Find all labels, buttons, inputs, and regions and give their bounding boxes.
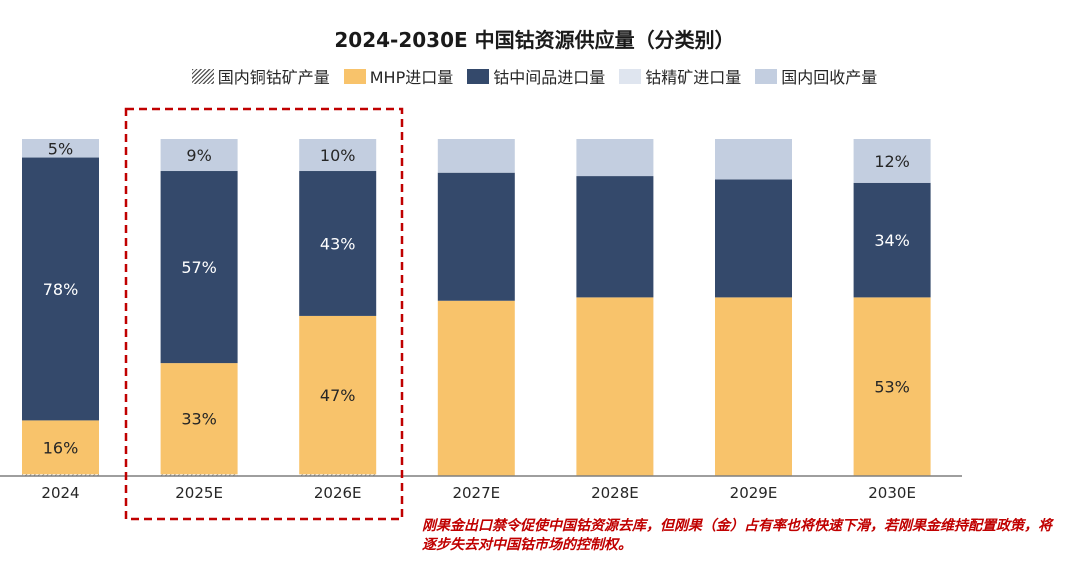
x-tick-label: 2028E <box>591 484 639 502</box>
legend: 国内铜钴矿产量 MHP进口量 钴中间品进口量 钴精矿进口量 国内回收产量 <box>0 64 1069 88</box>
highlight-box <box>124 107 404 521</box>
bar-segment <box>299 315 377 475</box>
legend-item-recycling: 国内回收产量 <box>755 64 877 88</box>
legend-item-mhp: MHP进口量 <box>343 64 454 88</box>
bar-segment <box>853 182 931 298</box>
data-label: 47% <box>320 386 356 405</box>
bar-segment <box>160 139 238 172</box>
x-tick-label: 2030E <box>868 484 916 502</box>
legend-swatch-domestic-mine <box>191 68 214 84</box>
bar-segment <box>437 172 515 301</box>
bar-segment <box>437 139 515 173</box>
x-axis-ticks: 2024 2025E 2026E 2027E 2028E 2029E 2030E <box>41 484 916 502</box>
x-tick-label: 2027E <box>452 484 500 502</box>
bar-segment <box>299 474 377 476</box>
legend-swatch-intermediate <box>467 68 490 84</box>
x-tick-label: 2026E <box>314 484 362 502</box>
data-label: 5% <box>48 139 73 158</box>
annotation-text: 刚果金出口禁令促使中国钴资源去库，但刚果（金）占有率也将快速下滑，若刚果金维持配… <box>422 518 1052 553</box>
legend-label: MHP进口量 <box>369 68 454 87</box>
chart-title: 2024-2030E 中国钴资源供应量（分类别） <box>334 28 735 52</box>
legend-swatch-mhp <box>343 68 366 84</box>
bar-segment <box>576 297 654 476</box>
legend-item-intermediate: 钴中间品进口量 <box>467 64 605 88</box>
bar-segment <box>22 474 99 476</box>
bar-segment <box>437 300 515 476</box>
bar-segment <box>160 474 238 476</box>
legend-item-domestic-mine: 国内铜钴矿产量 <box>191 64 330 88</box>
data-label: 10% <box>320 146 356 165</box>
bar-segment <box>160 171 238 364</box>
data-label: 53% <box>874 378 910 397</box>
bar-segment <box>160 363 238 475</box>
x-tick-label: 2024 <box>41 484 79 502</box>
bar-segment <box>22 157 99 421</box>
bar-segment <box>22 139 99 158</box>
legend-label: 国内回收产量 <box>781 68 878 87</box>
data-label: 78% <box>43 280 79 299</box>
bar-segment <box>299 139 377 172</box>
legend-swatch-recycling <box>755 68 778 84</box>
data-label: 33% <box>181 410 217 429</box>
bar-segment <box>715 297 792 476</box>
legend-label: 钴精矿进口量 <box>645 68 742 87</box>
legend-item-concentrate: 钴精矿进口量 <box>619 64 741 88</box>
data-label: 34% <box>874 231 910 250</box>
data-label: 16% <box>43 438 79 457</box>
x-tick-label: 2029E <box>730 484 778 502</box>
bar-segment <box>715 139 792 180</box>
bars-group: 16% 78% 5% 33% 57% 9% 47% 43% 10% 53% 34% 12% <box>22 139 931 476</box>
x-tick-label: 2025E <box>175 484 223 502</box>
bar-segment <box>715 179 792 298</box>
data-label: 12% <box>874 152 910 171</box>
bar-segment <box>22 420 99 475</box>
bar-segment <box>576 176 654 298</box>
legend-label: 国内铜钴矿产量 <box>217 68 330 87</box>
legend-swatch-concentrate <box>619 68 642 84</box>
legend-label: 钴中间品进口量 <box>493 68 606 87</box>
bar-segment <box>853 139 931 183</box>
data-label: 9% <box>186 146 211 165</box>
bar-segment <box>576 139 654 177</box>
bar-segment <box>299 171 377 316</box>
data-label: 57% <box>181 258 217 277</box>
data-label: 43% <box>320 234 356 253</box>
bar-segment <box>853 297 931 476</box>
